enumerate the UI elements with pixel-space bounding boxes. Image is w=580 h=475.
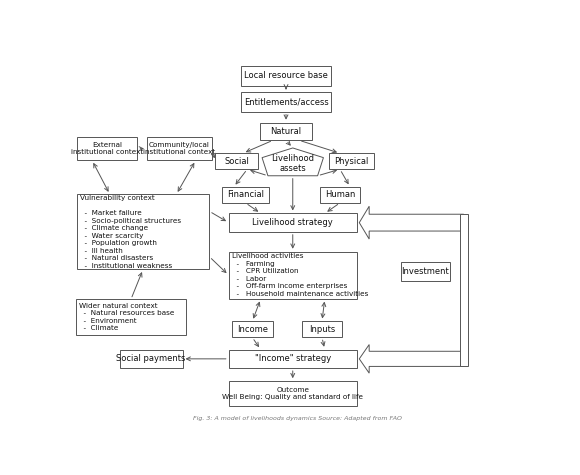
Bar <box>77 194 209 269</box>
Polygon shape <box>359 206 463 239</box>
Bar <box>229 213 357 232</box>
Text: Livelihood activities
  -   Farming
  -   CPR Utilization
  -   Labor
  -   Off-: Livelihood activities - Farming - CPR Ut… <box>233 254 369 297</box>
Bar <box>302 322 342 337</box>
Polygon shape <box>359 344 463 373</box>
Bar <box>119 350 183 368</box>
Bar <box>76 299 186 335</box>
Bar <box>232 322 273 337</box>
Bar <box>241 66 331 86</box>
Text: Community/local
institutional context: Community/local institutional context <box>143 142 216 155</box>
Bar <box>329 153 374 169</box>
Text: Fig. 3: A model of livelihoods dynamics Source: Adapted from FAO: Fig. 3: A model of livelihoods dynamics … <box>193 416 402 421</box>
Bar <box>215 153 258 169</box>
Bar <box>147 137 212 160</box>
Bar <box>401 262 450 281</box>
Bar <box>222 187 269 203</box>
Bar <box>229 381 357 406</box>
Text: Social: Social <box>224 157 249 166</box>
Text: Livelihood strategy: Livelihood strategy <box>252 218 333 227</box>
Text: Financial: Financial <box>227 190 264 200</box>
Polygon shape <box>262 148 324 176</box>
Text: Human: Human <box>325 190 355 200</box>
Bar <box>260 123 312 140</box>
Text: Wider natural context
  -  Natural resources base
  -  Environment
  -  Climate: Wider natural context - Natural resource… <box>79 303 175 332</box>
Text: External
institutional context: External institutional context <box>71 142 143 155</box>
Bar <box>229 252 357 299</box>
Text: Vulnerability context

  -  Market failure
  -  Socio-political structures
  -  : Vulnerability context - Market failure -… <box>81 195 182 269</box>
Text: Income: Income <box>237 325 268 334</box>
Bar <box>241 92 331 112</box>
Text: Entitlements/access: Entitlements/access <box>244 97 328 106</box>
Text: Local resource base: Local resource base <box>244 71 328 80</box>
Text: Natural: Natural <box>270 127 302 136</box>
Text: Inputs: Inputs <box>309 325 335 334</box>
Text: "Income" strategy: "Income" strategy <box>255 354 331 363</box>
Text: Physical: Physical <box>334 157 368 166</box>
Text: Outcome
Well Being: Quality and standard of life: Outcome Well Being: Quality and standard… <box>222 387 363 400</box>
Text: Investment: Investment <box>401 267 450 276</box>
Bar <box>77 137 137 160</box>
Bar <box>320 187 360 203</box>
Bar <box>459 214 467 366</box>
Text: Social payments: Social payments <box>117 354 186 363</box>
Text: Livelihood
assets: Livelihood assets <box>271 154 314 173</box>
Bar <box>229 350 357 368</box>
